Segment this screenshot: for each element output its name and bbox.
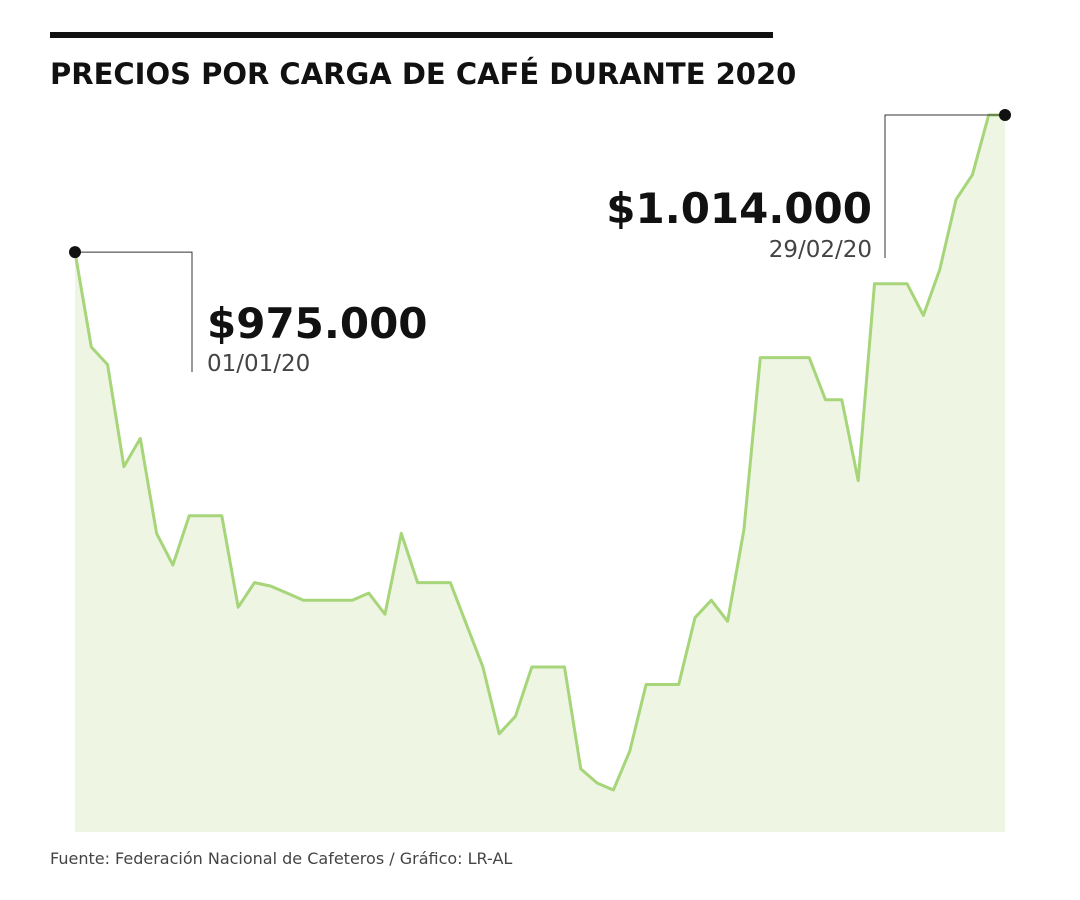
source: Fuente: Federación Nacional de Cafeteros… — [50, 849, 512, 868]
point-marker — [69, 246, 81, 259]
area — [75, 115, 1005, 832]
title-rule — [50, 32, 773, 38]
value-label: $975.000 — [207, 299, 428, 348]
chart-title: PRECIOS POR CARGA DE CAFÉ DURANTE 2020 — [50, 57, 796, 91]
leader-line — [884, 114, 1005, 258]
point-marker — [999, 109, 1011, 121]
value-label: $1.014.000 — [606, 184, 872, 233]
leader-line — [75, 251, 193, 372]
date-label: 01/01/20 — [207, 351, 310, 377]
date-label: 29/02/20 — [769, 237, 872, 263]
line — [73, 113, 1005, 792]
